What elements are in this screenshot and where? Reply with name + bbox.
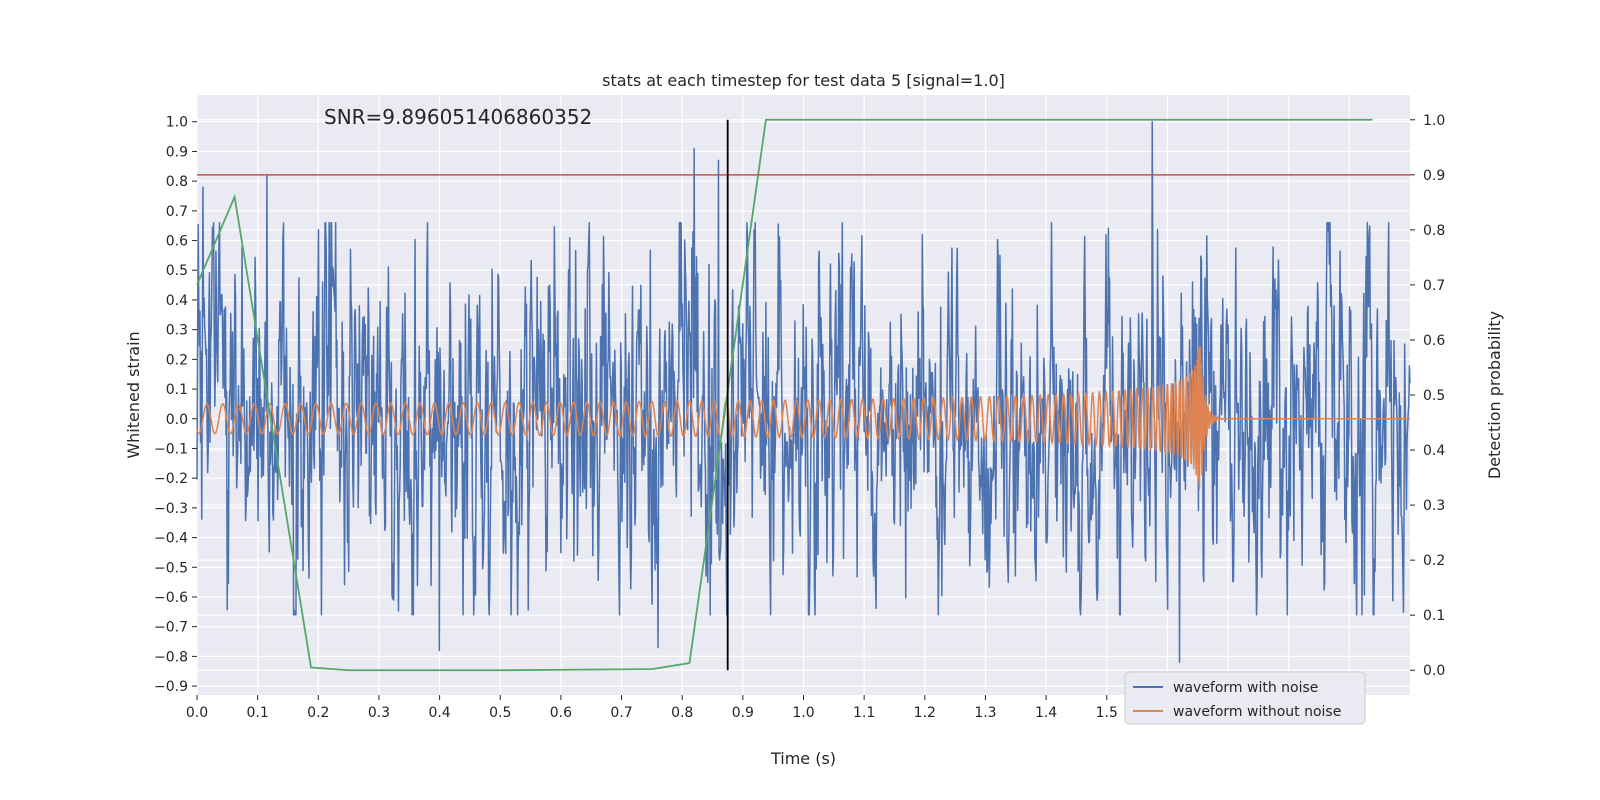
x-tick-label: 0.9 — [732, 705, 754, 721]
x-tick-label: 1.5 — [1096, 705, 1118, 721]
y-right-tick-label: 0.6 — [1423, 333, 1445, 349]
y-left-tick-label: 0.6 — [166, 234, 188, 250]
y-left-tick-label: 0.1 — [166, 382, 188, 398]
y-left-tick-label: −0.7 — [154, 620, 188, 636]
legend: waveform with noise waveform without nois… — [1124, 671, 1366, 725]
y-left-tick-label: −0.4 — [154, 531, 188, 547]
y-left-tick-label: 0.2 — [166, 352, 188, 368]
y-left-tick-label: −0.6 — [154, 590, 188, 606]
y-right-tick-label: 0.2 — [1423, 553, 1445, 569]
legend-box — [1124, 671, 1366, 725]
y-right-tick-label: 0.5 — [1423, 388, 1445, 404]
y-axis-label-left: Whitened strain — [124, 331, 143, 458]
x-tick-label: 0.3 — [368, 705, 390, 721]
chart-title: stats at each timestep for test data 5 [… — [602, 71, 1005, 90]
ticks: 0.0 0.1 0.2 0.3 0.4 0.5 0.6 0.7 0.8 0.9 1.0 1.1 1.2 1… — [154, 113, 1445, 721]
x-tick-label: 0.0 — [186, 705, 208, 721]
y-left-tick-label: 0.0 — [166, 412, 188, 428]
y-left-tick-label: −0.8 — [154, 649, 188, 665]
y-right-tick-label: 0.9 — [1423, 168, 1445, 184]
y-right-tick-label: 1.0 — [1423, 113, 1445, 129]
x-tick-label: 0.1 — [247, 705, 269, 721]
y-right-tick-label: 0.0 — [1423, 663, 1445, 679]
x-tick-label: 0.7 — [610, 705, 632, 721]
y-right-tick-label: 0.1 — [1423, 608, 1445, 624]
y-axis-label-right: Detection probability — [1485, 311, 1504, 479]
snr-annotation: SNR=9.896051406860352 — [324, 105, 592, 129]
series-waveform-with-noise — [196, 120, 1411, 664]
y-left-tick-label: 0.3 — [166, 323, 188, 339]
x-axis-label: Time (s) — [770, 749, 836, 768]
x-tick-label: 1.4 — [1035, 705, 1057, 721]
y-right-tick-label: 0.3 — [1423, 498, 1445, 514]
x-tick-label: 0.6 — [550, 705, 572, 721]
x-tick-label: 0.2 — [307, 705, 329, 721]
y-left-tick-label: 0.5 — [166, 263, 188, 279]
line-waveform-with-noise — [196, 120, 1411, 664]
x-tick-label: 1.3 — [974, 705, 996, 721]
line-detection-probability — [196, 118, 1373, 672]
series-detection-probability — [196, 118, 1373, 672]
y-left-tick-label: 0.8 — [166, 174, 188, 190]
reference-lines — [197, 119, 1410, 671]
x-tick-label: 0.8 — [671, 705, 693, 721]
y-left-tick-label: −0.9 — [154, 679, 188, 695]
legend-label: waveform without noise — [1173, 704, 1341, 720]
x-tick-label: 0.4 — [428, 705, 450, 721]
y-left-tick-label: −0.2 — [154, 471, 188, 487]
y-left-tick-label: −0.3 — [154, 501, 188, 517]
x-tick-label: 0.5 — [489, 705, 511, 721]
y-right-tick-label: 0.7 — [1423, 278, 1445, 294]
y-left-tick-label: −0.1 — [154, 441, 188, 457]
x-tick-label: 1.1 — [853, 705, 875, 721]
legend-label: waveform with noise — [1173, 680, 1318, 696]
y-left-tick-label: 0.4 — [166, 293, 188, 309]
y-left-tick-label: −0.5 — [154, 560, 188, 576]
x-tick-label: 1.0 — [792, 705, 814, 721]
series-waveform-without-noise — [196, 345, 1410, 490]
y-right-tick-label: 0.4 — [1423, 443, 1445, 459]
y-left-tick-label: 0.7 — [166, 204, 188, 220]
line-waveform-without-noise — [196, 345, 1410, 490]
y-left-tick-label: 1.0 — [166, 115, 188, 131]
y-right-tick-label: 0.8 — [1423, 223, 1445, 239]
y-left-tick-label: 0.9 — [166, 144, 188, 160]
x-tick-label: 1.2 — [914, 705, 936, 721]
